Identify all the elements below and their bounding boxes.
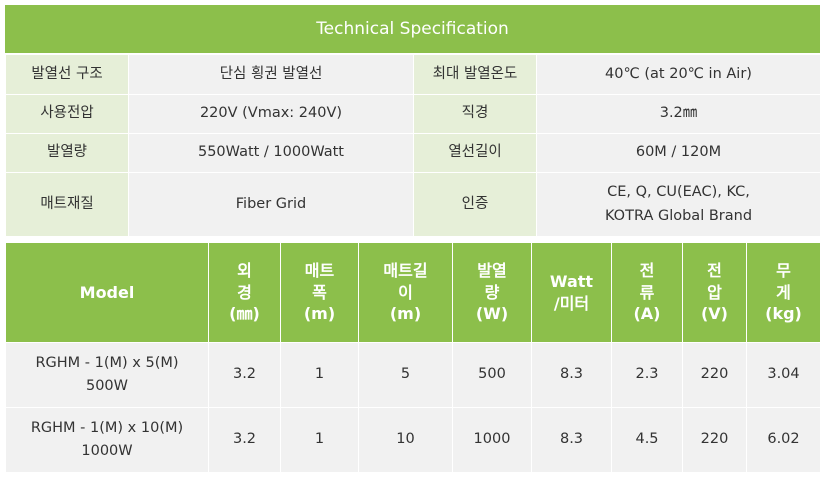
spec-table: 발열선 구조 단심 횡권 발열선 최대 발열온도 40℃ (at 20℃ in Air… [5, 54, 821, 237]
model-table: Model 외 경 (㎜) 매트 폭 (m) 매트길 이 (m) 발열 량 (W) Wat… [5, 242, 821, 473]
cell: 1000 [452, 407, 532, 473]
spec-value: 단심 횡권 발열선 [128, 54, 414, 95]
column-header: 외 경 (㎜) [208, 242, 281, 343]
cell: 1 [280, 342, 359, 408]
spec-value: 60M / 120M [536, 133, 821, 173]
column-header: 전 압 (V) [682, 242, 747, 343]
cell: 8.3 [531, 342, 612, 408]
cell: 3.2 [208, 407, 281, 473]
spec-label: 직경 [413, 94, 537, 134]
cell: RGHM - 1(M) x 5(M) 500W [5, 342, 209, 408]
spec-row: 발열선 구조 단심 횡권 발열선 최대 발열온도 40℃ (at 20℃ in Air… [5, 54, 821, 95]
cell: 3.04 [746, 342, 821, 408]
cell: 220 [682, 407, 747, 473]
cell: 6.02 [746, 407, 821, 473]
spec-value: Fiber Grid [128, 172, 414, 237]
column-header: 전 류 (A) [611, 242, 683, 343]
spec-sheet: Technical Specification 발열선 구조 단심 횡권 발열선 최… [5, 5, 821, 473]
spec-value: 3.2㎜ [536, 94, 821, 134]
column-header: Model [5, 242, 209, 343]
spec-label: 최대 발열온도 [413, 54, 537, 95]
column-header: 매트 폭 (m) [280, 242, 359, 343]
spec-label: 매트재질 [5, 172, 129, 237]
spec-value: 220V (Vmax: 240V) [128, 94, 414, 134]
column-header: 매트길 이 (m) [358, 242, 453, 343]
spec-label: 사용전압 [5, 94, 129, 134]
cell: 1 [280, 407, 359, 473]
cell: 500 [452, 342, 532, 408]
spec-row: 매트재질 Fiber Grid 인증 CE, Q, CU(EAC), KC, KOTR… [5, 172, 821, 237]
cell: 2.3 [611, 342, 683, 408]
cell: 8.3 [531, 407, 612, 473]
cell: 4.5 [611, 407, 683, 473]
cell: 220 [682, 342, 747, 408]
title-bar: Technical Specification [5, 5, 820, 54]
spec-value: 40℃ (at 20℃ in Air) [536, 54, 821, 95]
spec-row: 발열량 550Watt / 1000Watt 열선길이 60M / 120M [5, 133, 821, 173]
header-row: Model 외 경 (㎜) 매트 폭 (m) 매트길 이 (m) 발열 량 (W) Wat… [5, 242, 821, 343]
column-header: 발열 량 (W) [452, 242, 532, 343]
data-row: RGHM - 1(M) x 10(M) 1000W 3.2 1 10 1000 8.3 4.… [5, 407, 821, 473]
spec-label: 발열선 구조 [5, 54, 129, 95]
spec-label: 열선길이 [413, 133, 537, 173]
data-row: RGHM - 1(M) x 5(M) 500W 3.2 1 5 500 8.3 2.3 220… [5, 342, 821, 408]
spec-row: 사용전압 220V (Vmax: 240V) 직경 3.2㎜ [5, 94, 821, 134]
column-header: 무 게 (kg) [746, 242, 821, 343]
spec-label: 인증 [413, 172, 537, 237]
column-header: Watt /미터 [531, 242, 612, 343]
spec-value: 550Watt / 1000Watt [128, 133, 414, 173]
cell: 3.2 [208, 342, 281, 408]
cell: 10 [358, 407, 453, 473]
spec-label: 발열량 [5, 133, 129, 173]
cell: 5 [358, 342, 453, 408]
cell: RGHM - 1(M) x 10(M) 1000W [5, 407, 209, 473]
spec-value: CE, Q, CU(EAC), KC, KOTRA Global Brand [536, 172, 821, 237]
